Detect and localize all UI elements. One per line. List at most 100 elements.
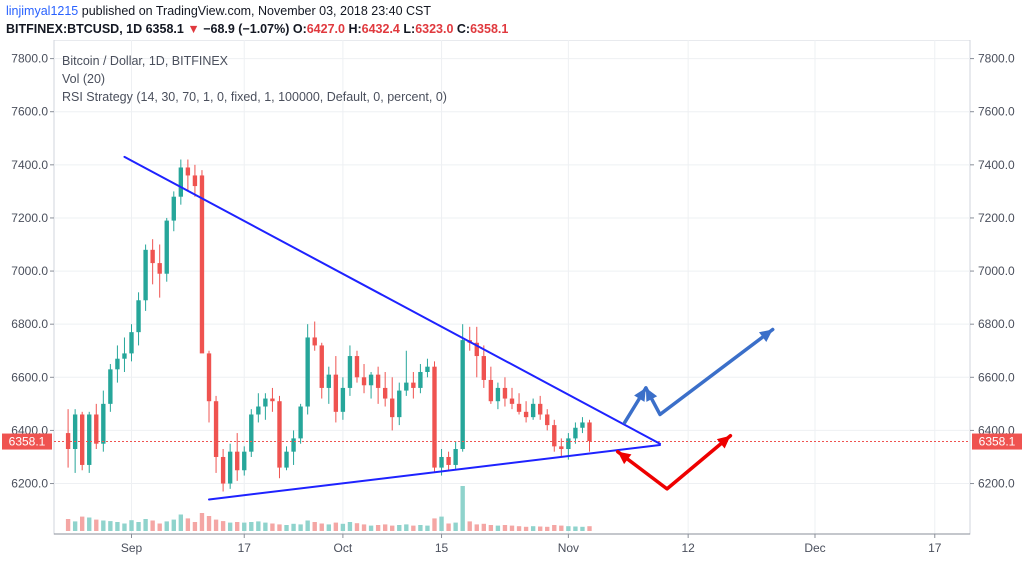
candle-body — [382, 387, 388, 399]
volume-bar — [467, 521, 472, 531]
volume-bar — [340, 523, 346, 531]
candle-body — [298, 406, 303, 439]
volume-bar — [263, 522, 268, 531]
arrow-head-icon — [645, 387, 658, 402]
y-axis-right[interactable]: 7800.0 7600.0 7400.0 7200.0 7000.0 6800.0 6600… — [970, 52, 1022, 491]
candle-body — [361, 377, 367, 386]
volume-bar — [277, 524, 282, 531]
candle-body — [101, 403, 106, 444]
volume-bar — [291, 523, 296, 531]
volume-bar — [206, 516, 212, 531]
volume-bar — [446, 523, 451, 531]
candle-body — [340, 387, 346, 412]
candle-body — [439, 456, 444, 468]
x-tick-label: 15 — [435, 541, 449, 555]
symbol-label: BITFINEX:BTCUSD, 1D — [6, 22, 143, 36]
volume-bar — [397, 525, 402, 531]
last-price: 6358.1 — [145, 22, 184, 36]
high-label: H: — [348, 22, 362, 36]
volume-bar — [108, 521, 113, 531]
lower-trendline — [208, 444, 661, 501]
candle-body — [530, 403, 536, 418]
volume-bar — [432, 518, 437, 531]
candle-body — [418, 371, 423, 388]
chart-pane[interactable] — [53, 40, 971, 535]
candle-body — [347, 356, 353, 388]
volume-bar — [129, 520, 134, 531]
y-tick-label: 7200.0 — [978, 211, 1015, 225]
candle-body — [552, 425, 557, 447]
arrow-head-icon — [758, 329, 773, 342]
volume-bar — [418, 525, 423, 531]
volume-bar — [284, 525, 289, 531]
volume-bar — [227, 522, 233, 531]
volume-bar — [192, 522, 198, 531]
candle-body — [559, 446, 564, 450]
volume-bar — [72, 521, 78, 531]
volume-bar — [185, 518, 191, 531]
arrow-head-icon — [716, 435, 731, 449]
publish-info: linjimyal1215 published on TradingView.c… — [6, 4, 431, 18]
volume-bar — [87, 517, 92, 531]
candle-body — [495, 387, 501, 402]
volume-bar — [516, 526, 522, 531]
volume-bar — [481, 523, 486, 531]
candle-body — [538, 403, 543, 415]
candle-body — [263, 398, 268, 407]
candle-body — [453, 449, 458, 465]
volume-bar — [375, 525, 381, 531]
candle-body — [502, 387, 508, 399]
x-axis[interactable]: Sep 17 Oct 15 Nov 12 Dec 17 — [54, 533, 970, 555]
candle-body — [404, 382, 409, 391]
volume-bar — [552, 525, 557, 531]
candle-body — [368, 374, 374, 386]
projection-arrow-red — [615, 433, 733, 491]
x-tick-label: Sep — [121, 541, 143, 555]
volume-bar — [122, 523, 127, 531]
volume-bar — [347, 522, 353, 531]
candle-body — [446, 456, 451, 465]
legend-title: Bitcoin / Dollar, 1D, BITFINEX — [62, 54, 229, 68]
author-link[interactable]: linjimyal1215 — [6, 4, 79, 18]
volume-bar — [94, 519, 99, 531]
volume-bar — [587, 526, 592, 531]
volume-bar — [460, 486, 465, 531]
candle-body — [87, 414, 92, 465]
upper-trendline — [123, 155, 661, 445]
volume-bar — [256, 521, 261, 531]
volume-bar — [538, 526, 543, 531]
volume-bar — [312, 522, 317, 531]
volume-bar — [411, 525, 416, 531]
volume-bar — [220, 521, 226, 531]
volume-bar — [157, 523, 162, 531]
candle-body — [270, 398, 275, 402]
arrow-head-icon — [617, 451, 632, 465]
candle-body — [220, 456, 226, 484]
price-tag-right — [972, 433, 1022, 450]
price-chart[interactable]: 7800.0 7600.0 7400.0 7200.0 7000.0 6800.0 6600… — [0, 40, 1024, 564]
candle-body — [171, 196, 176, 221]
volume-bar — [530, 526, 536, 531]
volume-bar — [439, 516, 444, 531]
volume-bar — [566, 526, 571, 531]
volume-bar — [305, 520, 310, 531]
candle-body — [516, 403, 522, 412]
y-axis-left[interactable]: 7800.0 7600.0 7400.0 7200.0 7000.0 6800.0 6600… — [2, 52, 54, 491]
candle-body — [319, 345, 324, 388]
y-tick-label: 7200.0 — [11, 211, 48, 225]
candle-body — [390, 398, 395, 418]
candle-body — [488, 379, 494, 402]
volume-bar — [404, 524, 409, 531]
candle-body — [573, 427, 578, 439]
y-tick-label: 7600.0 — [11, 105, 48, 119]
open-label: O: — [292, 22, 307, 36]
candle-body — [312, 337, 317, 346]
candle-body — [242, 451, 247, 471]
y-tick-label: 6200.0 — [978, 477, 1015, 491]
candle-body — [235, 451, 240, 471]
price-tag-left — [2, 433, 52, 450]
candle-body — [566, 438, 571, 450]
candle-body — [277, 401, 282, 468]
candle-body — [65, 433, 71, 450]
y-tick-label: 7600.0 — [978, 105, 1015, 119]
